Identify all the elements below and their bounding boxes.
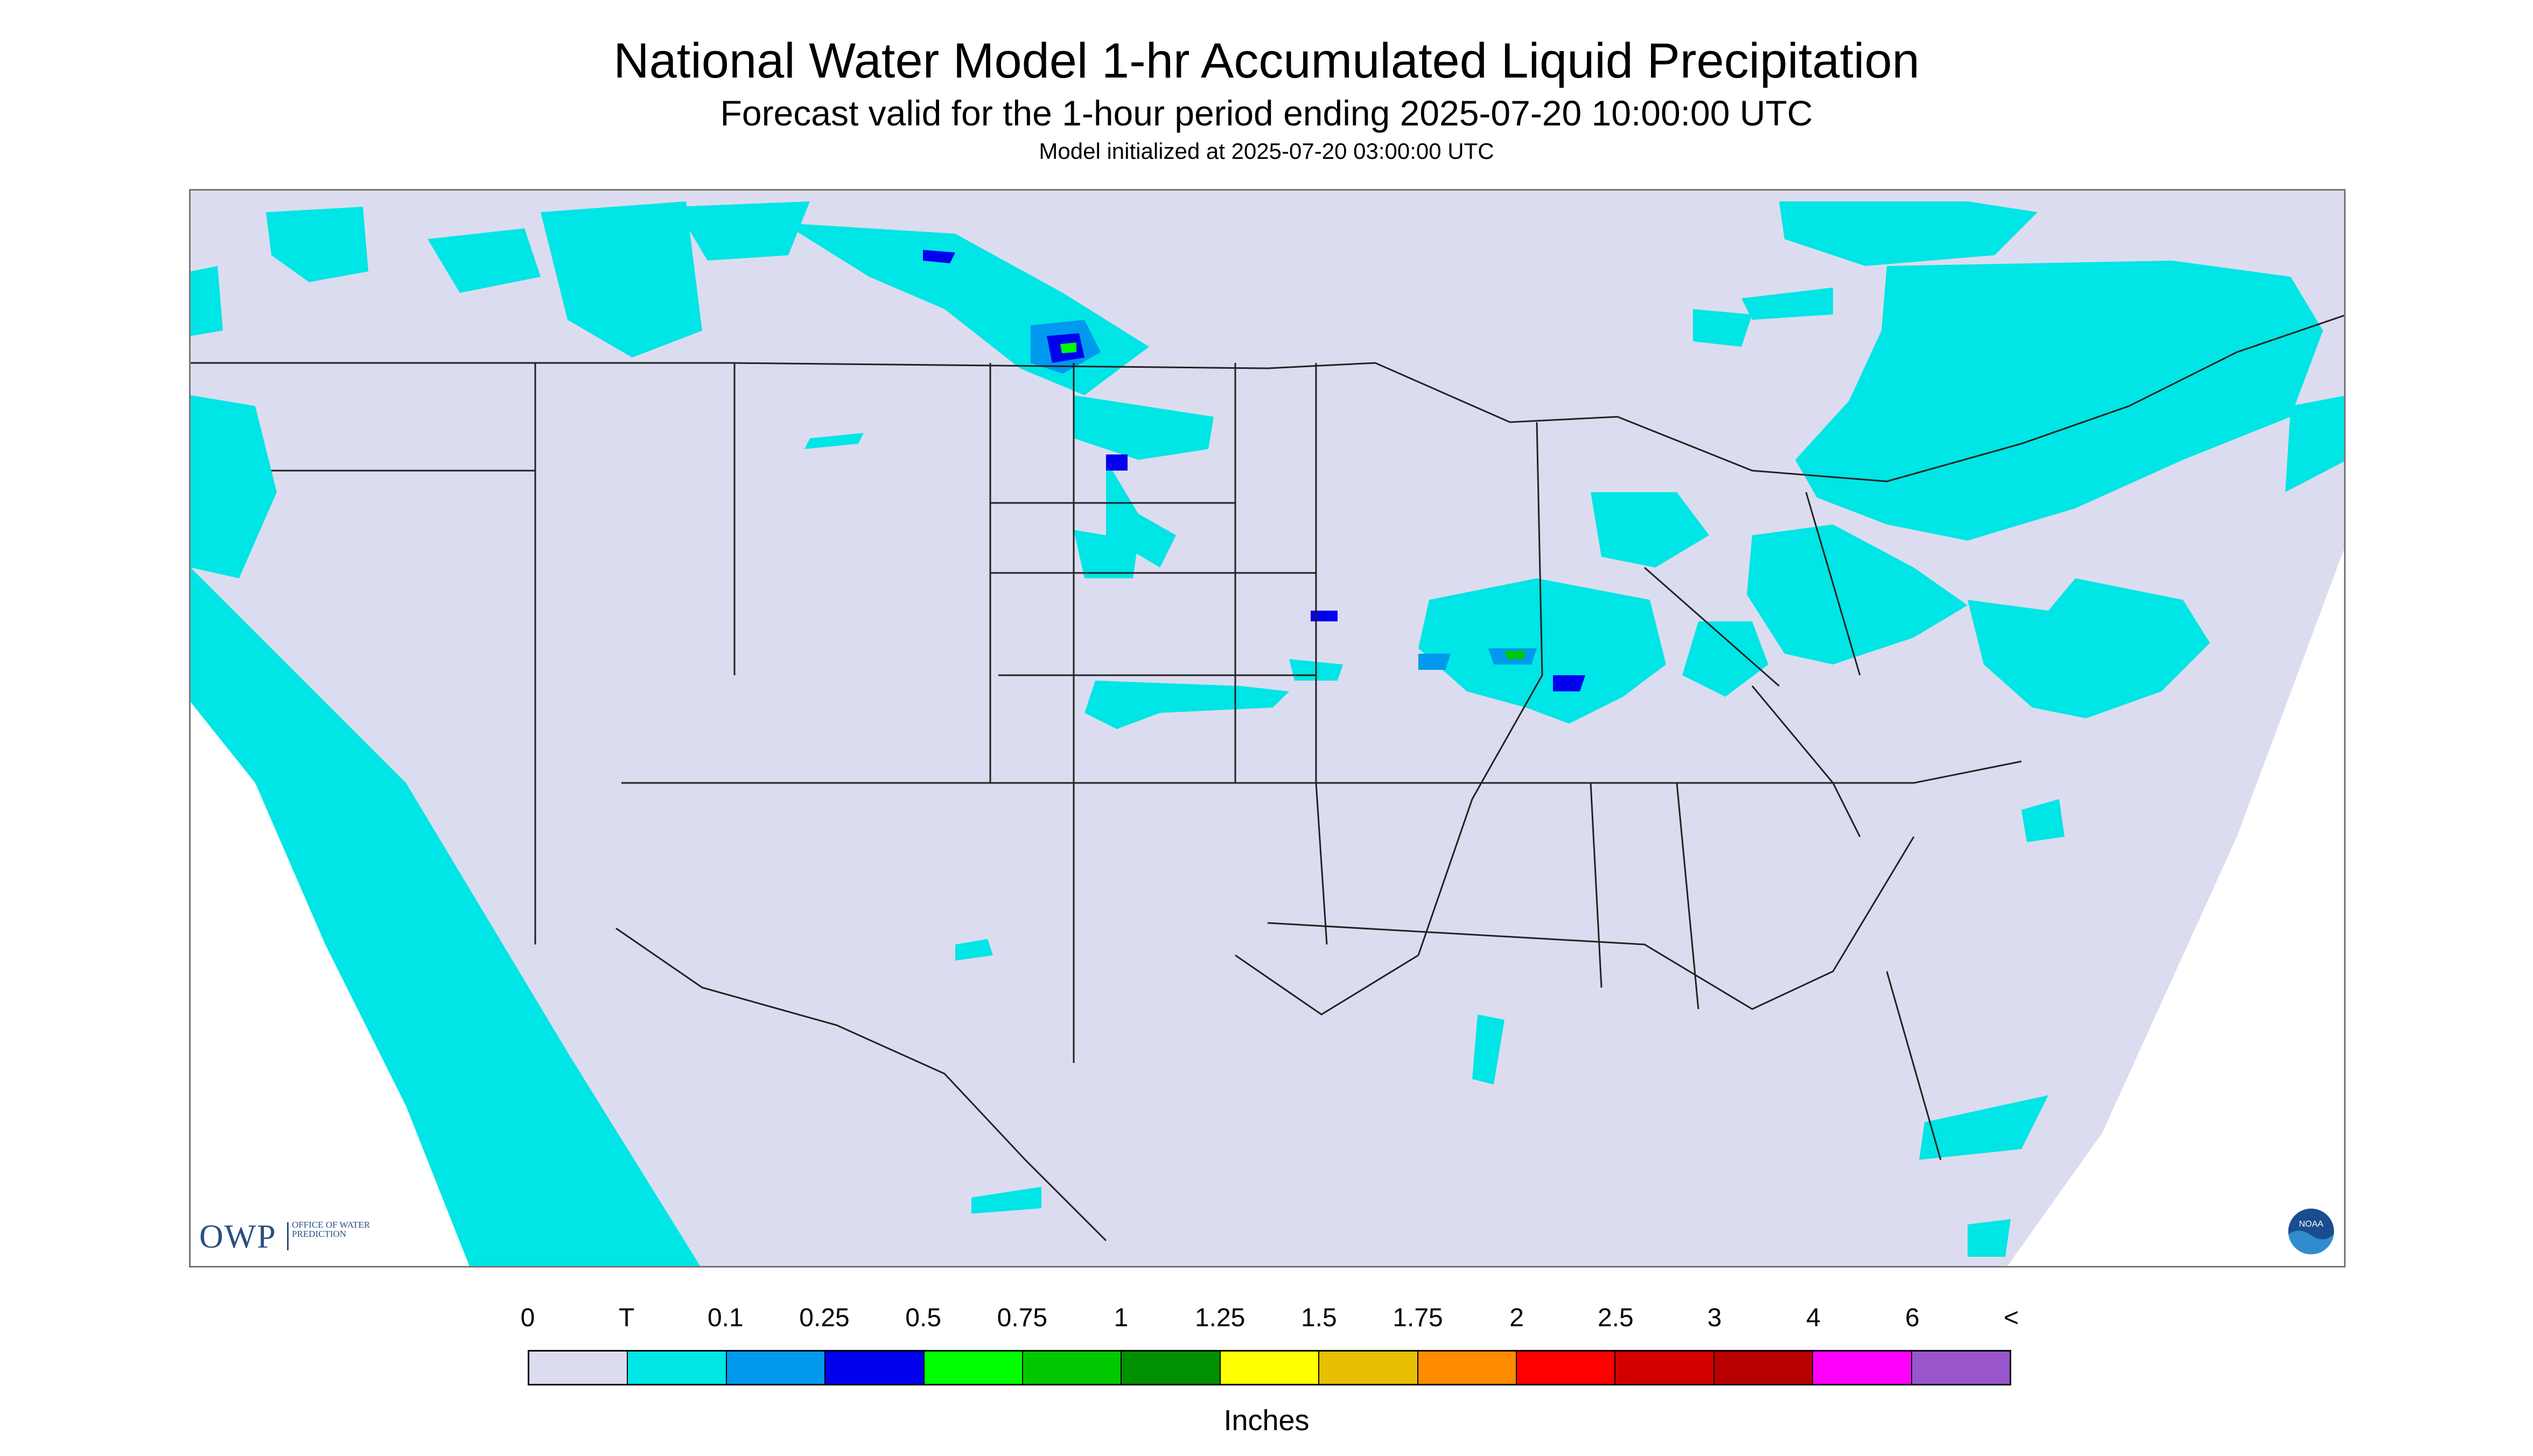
legend-tick-label: 4: [1806, 1304, 1821, 1332]
legend-swatch: [1517, 1352, 1616, 1384]
legend-tick-label: 2.5: [1597, 1304, 1634, 1332]
legend-swatch: [1714, 1352, 1814, 1384]
legend-swatch: [1813, 1352, 1912, 1384]
legend-tick-label: 0.75: [997, 1304, 1048, 1332]
owp-logo-text: OWP: [199, 1219, 277, 1255]
legend-swatch: [1023, 1352, 1122, 1384]
legend-tick-label: 1: [1114, 1304, 1129, 1332]
legend-tick-label: 0.5: [905, 1304, 942, 1332]
map-title: National Water Model 1-hr Accumulated Li…: [613, 33, 1920, 88]
legend-tick-label: T: [618, 1304, 635, 1332]
map-canvas: [191, 191, 2344, 1266]
legend-tick-label: 0.1: [707, 1304, 744, 1332]
heavy-precip-cores: [923, 250, 1585, 691]
legend-tick-label: 2: [1509, 1304, 1524, 1332]
legend-swatch: [628, 1352, 727, 1384]
owp-logo-divider: [287, 1222, 289, 1250]
legend-swatch: [1615, 1352, 1715, 1384]
legend-swatch: [1418, 1352, 1517, 1384]
legend-tick-label: <: [2003, 1304, 2019, 1332]
legend-swatch: [825, 1352, 925, 1384]
legend-units: Inches: [1223, 1404, 1310, 1437]
legend-swatch: [529, 1352, 628, 1384]
boundary-lines: [191, 314, 2344, 1242]
noaa-logo: NOAA: [2286, 1207, 2336, 1256]
legend-swatch: [924, 1352, 1024, 1384]
map-subtitle: Forecast valid for the 1-hour period end…: [720, 93, 1813, 133]
legend-tick-label: 1.75: [1393, 1304, 1443, 1332]
legend-tick-label: 0: [520, 1304, 535, 1332]
owp-logo: OWP OFFICE OF WATER PREDICTION: [199, 1218, 372, 1256]
legend-tick-label: 1.25: [1194, 1304, 1245, 1332]
owp-logo-subtext: OFFICE OF WATER PREDICTION: [292, 1220, 370, 1239]
legend-tick-label: 3: [1707, 1304, 1722, 1332]
legend-labels: 0 T 0.1 0.25 0.5 0.75 1 1.25 1.5 1.75 2 2.5 3 4 6 <: [0, 1302, 2533, 1340]
legend-tick-label: 6: [1905, 1304, 1920, 1332]
legend-swatch: [1220, 1352, 1320, 1384]
legend-tick-label: 1.5: [1300, 1304, 1337, 1332]
legend-swatch: [1122, 1352, 1221, 1384]
noaa-logo-text: NOAA: [2299, 1220, 2324, 1229]
color-legend: [528, 1350, 2011, 1385]
legend-swatch: [1319, 1352, 1418, 1384]
model-init-time: Model initialized at 2025-07-20 03:00:00…: [1039, 138, 1494, 164]
legend-swatch: [1912, 1352, 2010, 1384]
legend-tick-label: 0.25: [799, 1304, 850, 1332]
legend-swatch: [726, 1352, 826, 1384]
precipitation-map: [189, 189, 2346, 1268]
